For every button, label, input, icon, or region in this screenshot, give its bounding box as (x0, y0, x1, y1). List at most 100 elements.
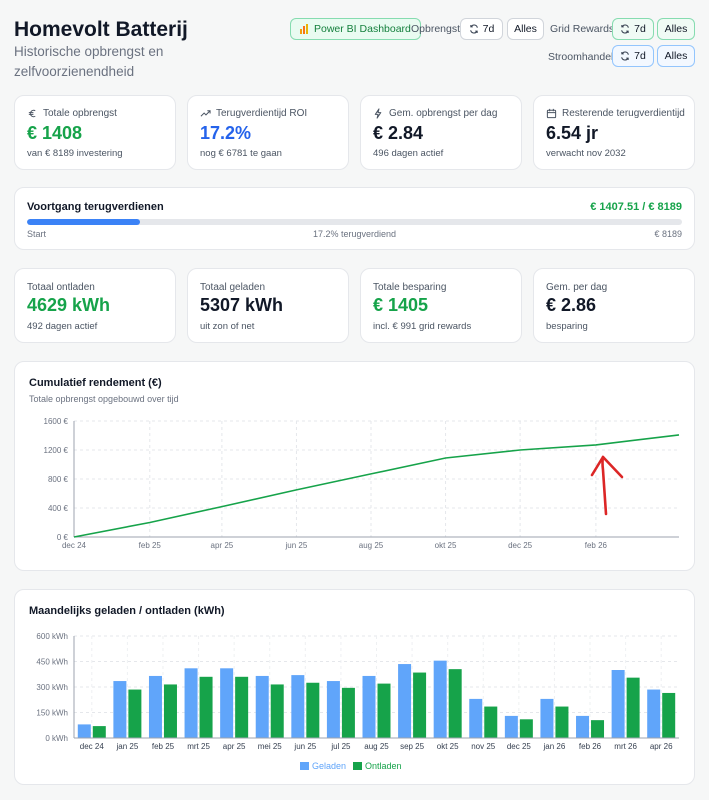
chart-title: Maandelijks geladen / ontladen (kWh) (29, 605, 225, 617)
stat-value: € 1408 (27, 123, 83, 143)
bar-geladen (469, 698, 483, 738)
progress-end-label: € 8189 (654, 229, 682, 239)
progress-start-label: Start (27, 229, 47, 239)
stat-label: Terugverdientijd ROI (216, 108, 308, 119)
x-tick-label: jul 25 (330, 742, 351, 751)
progress-card: Voortgang terugverdienen € 1407.51 / € 8… (14, 187, 695, 250)
grid-rewards-alles-label: Alles (664, 23, 688, 35)
stat-label: Resterende terugverdientijd (562, 108, 685, 119)
bar-ontladen (306, 682, 320, 738)
bar-geladen (77, 724, 91, 738)
stat-label: Gem. per dag (546, 282, 608, 293)
stat-card-resterende: Resterende terugverdientijd 6.54 jr verw… (533, 95, 695, 170)
stat-sub: verwacht nov 2032 (546, 148, 626, 159)
bar-geladen (433, 660, 447, 738)
x-tick-label: dec 24 (80, 742, 105, 751)
legend-label: Ontladen (365, 761, 402, 771)
bar-ontladen (662, 692, 676, 738)
x-tick-label: nov 25 (471, 742, 496, 751)
y-tick-label: 300 kWh (36, 683, 68, 692)
y-tick-label: 450 kWh (36, 658, 68, 667)
bar-geladen (576, 715, 590, 738)
bar-geladen (255, 675, 269, 738)
bar-geladen (362, 675, 376, 738)
stroomhandel-alles-button[interactable]: Alles (657, 45, 695, 67)
bar-ontladen (626, 677, 640, 738)
stat-label: Totale besparing (373, 282, 447, 293)
stat-card-totale-opbrengst: Totale opbrengst € 1408 van € 8189 inves… (14, 95, 176, 170)
bar-ontladen (591, 720, 605, 738)
x-tick-label: mei 25 (258, 742, 283, 751)
powerbi-dashboard-button[interactable]: Power BI Dashboard (290, 18, 421, 40)
stat-label: Totale opbrengst (43, 108, 117, 119)
powerbi-dashboard-label: Power BI Dashboard (314, 23, 411, 35)
legend-swatch (300, 762, 309, 770)
stat-label: Totaal ontladen (27, 282, 95, 293)
bar-ontladen (377, 683, 391, 738)
bar-ontladen (163, 684, 177, 738)
x-tick-label: apr 25 (211, 541, 234, 550)
stat-card-roi: Terugverdientijd ROI 17.2% nog € 6781 te… (187, 95, 349, 170)
grid-rewards-alles-button[interactable]: Alles (657, 18, 695, 40)
x-tick-label: okt 25 (437, 742, 459, 751)
y-tick-label: 1600 € (44, 417, 69, 426)
stat-value: € 1405 (373, 295, 429, 315)
progress-amount: € 1407.51 / € 8189 (590, 201, 682, 213)
bar-ontladen (235, 676, 249, 738)
progress-bar (27, 219, 682, 225)
bar-ontladen (484, 706, 498, 738)
x-tick-label: feb 26 (579, 742, 602, 751)
x-tick-label: mrt 26 (614, 742, 637, 751)
y-tick-label: 1200 € (44, 446, 69, 455)
y-tick-label: 400 € (48, 504, 69, 513)
stat-value: 17.2% (200, 123, 252, 143)
x-tick-label: jun 25 (285, 541, 308, 550)
stat-value: 6.54 jr (546, 123, 599, 143)
bar-geladen (647, 689, 661, 738)
bolt-icon (374, 108, 382, 119)
opbrengst-label: Opbrengst: (411, 23, 463, 35)
bar-geladen (184, 668, 198, 738)
x-tick-label: sep 25 (400, 742, 425, 751)
bar-geladen (504, 715, 518, 738)
bar-geladen (326, 681, 340, 738)
progress-bar-fill (27, 219, 140, 225)
bar-ontladen (199, 676, 213, 738)
stat-value: € 2.86 (546, 295, 597, 315)
x-tick-label: apr 25 (223, 742, 246, 751)
stat-label: Gem. opbrengst per dag (389, 108, 498, 119)
bar-geladen (113, 681, 127, 738)
opbrengst-7d-button[interactable]: 7d (460, 18, 503, 40)
bar-ontladen (128, 689, 142, 738)
x-tick-label: dec 24 (62, 541, 87, 550)
opbrengst-alles-button[interactable]: Alles (507, 18, 544, 40)
euro-icon (28, 109, 36, 118)
stroomhandel-label: Stroomhandel: (548, 51, 617, 63)
x-tick-label: dec 25 (508, 541, 533, 550)
stat-sub: 492 dagen actief (27, 321, 98, 332)
stat-card-gem-per-dag: Gem. per dag € 2.86 besparing (533, 268, 695, 343)
page-subtitle: Historische opbrengst en zelfvoorzienend… (14, 44, 164, 79)
x-tick-label: apr 26 (650, 742, 673, 751)
bar-ontladen (341, 687, 355, 738)
y-tick-label: 0 € (57, 533, 69, 542)
stat-sub: 496 dagen actief (373, 148, 444, 159)
stroomhandel-7d-button[interactable]: 7d (612, 45, 654, 67)
grid-rewards-7d-label: 7d (634, 23, 646, 35)
monthly-bar-chart: 0 kWh 150 kWh 300 kWh 450 kWh 600 kWh dec 24 j… (36, 632, 679, 771)
stat-value: € 2.84 (373, 123, 424, 143)
stat-card-totaal-ontladen: Totaal ontladen 4629 kWh 492 dagen actie… (14, 268, 176, 343)
x-tick-label: feb 25 (139, 541, 162, 550)
x-tick-label: jun 25 (293, 742, 316, 751)
x-tick-label: aug 25 (359, 541, 384, 550)
refresh-icon (621, 24, 629, 34)
stat-card-totaal-geladen: Totaal geladen 5307 kWh uit zon of net (187, 268, 349, 343)
y-tick-label: 0 kWh (45, 734, 68, 743)
x-tick-label: aug 25 (364, 742, 389, 751)
stat-card-gem-opbrengst: Gem. opbrengst per dag € 2.84 496 dagen … (360, 95, 522, 170)
chart-subtitle: Totale opbrengst opgebouwd over tijd (29, 394, 179, 404)
x-tick-label: feb 25 (152, 742, 175, 751)
grid-rewards-7d-button[interactable]: 7d (612, 18, 654, 40)
stat-value: 4629 kWh (27, 295, 111, 315)
cumulative-chart-card: Cumulatief rendement (€) Totale opbrengs… (14, 361, 695, 571)
